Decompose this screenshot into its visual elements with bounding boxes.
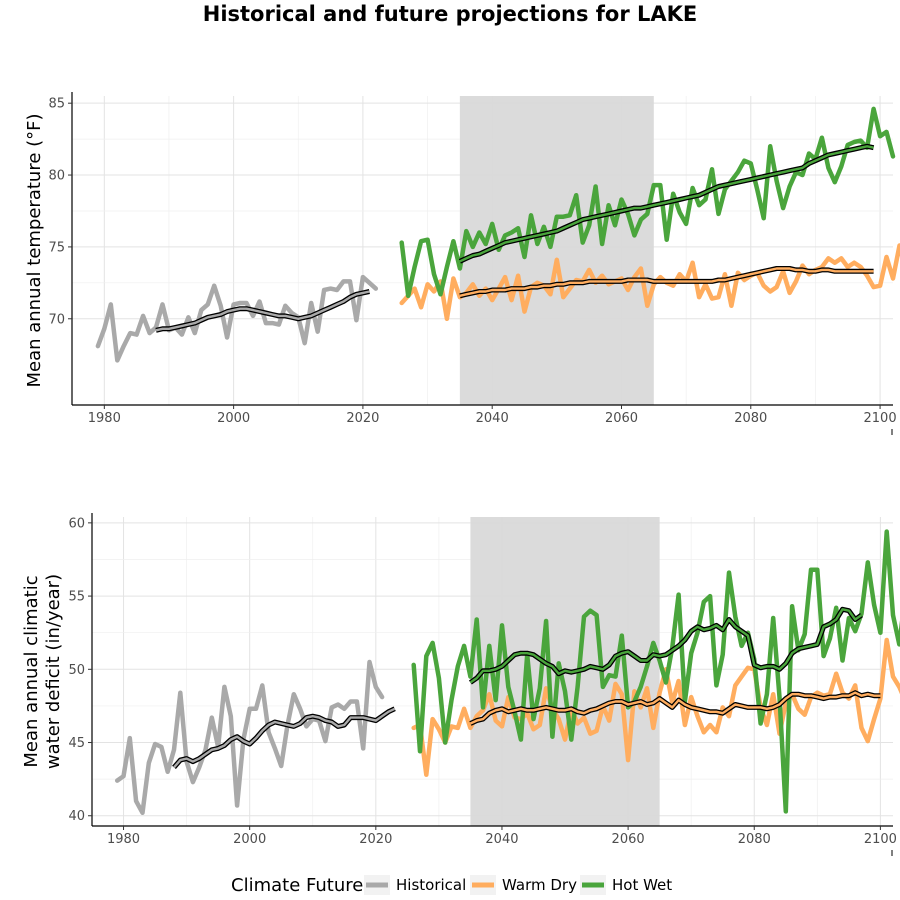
water-deficit-panel: 1980 2000 2020 2040 2060 2080 2100 40 45 50 55 60 Me… xyxy=(21,513,900,856)
series-line-hot_wet xyxy=(399,106,896,299)
trend-line-warm_dry xyxy=(469,691,881,725)
series-line-hot_wet xyxy=(411,529,900,814)
series-line-warm_dry xyxy=(411,637,900,777)
y-tick-label: 55 xyxy=(68,590,85,605)
x-tick-label: 2000 xyxy=(233,832,266,847)
x-tick-label: 1980 xyxy=(88,411,121,426)
trend-line-historical xyxy=(155,290,370,332)
trend-line-historical xyxy=(173,707,396,769)
y-tick-label: 60 xyxy=(68,516,85,531)
x-tick-label: 2100 xyxy=(864,411,897,426)
x-tick-label: 2020 xyxy=(346,411,379,426)
series-line-historical xyxy=(95,274,379,363)
x-tick-label: 2040 xyxy=(476,411,509,426)
y-tick-label: 75 xyxy=(48,240,65,255)
trend-line-hot_wet xyxy=(469,608,863,684)
x-tick-label: 2040 xyxy=(485,832,518,847)
x-tick-label: 2080 xyxy=(738,832,771,847)
trend-line-hot_wet xyxy=(459,145,874,263)
trend-line-warm_dry xyxy=(459,267,874,297)
y-axis-title: Mean annual temperature (°F) xyxy=(24,113,45,387)
y-tick-label: 85 xyxy=(48,97,65,112)
x-tick-label: 1980 xyxy=(107,832,140,847)
y-tick-label: 50 xyxy=(68,663,85,678)
y-tick-label: 45 xyxy=(68,736,85,751)
x-tick-label: 2000 xyxy=(217,411,250,426)
legend-label-historical: Historical xyxy=(396,876,466,894)
y-tick-label: 70 xyxy=(48,312,65,327)
legend-label-hot_wet: Hot Wet xyxy=(612,876,672,894)
x-tick-label: 2060 xyxy=(605,411,638,426)
legend: Climate Future Historical Warm Dry Hot Wet xyxy=(231,875,672,896)
temperature-panel: 1980 2000 2020 2040 2060 2080 2100 70 75 80 85Mean… xyxy=(24,92,900,435)
x-tick-label: 2060 xyxy=(612,832,645,847)
y-axis-title: Mean annual climaticwater deficit (in/ye… xyxy=(21,574,64,769)
y-tick-label: 80 xyxy=(48,169,65,184)
legend-label-warm_dry: Warm Dry xyxy=(502,876,577,894)
x-tick-label: 2080 xyxy=(734,411,767,426)
series-line-historical xyxy=(114,659,385,816)
x-tick-label: 2020 xyxy=(359,832,392,847)
legend-title: Climate Future xyxy=(231,875,363,896)
x-tick-label: 2100 xyxy=(864,832,897,847)
y-tick-label: 40 xyxy=(68,809,85,824)
chart-title: Historical and future projections for LA… xyxy=(202,2,698,26)
